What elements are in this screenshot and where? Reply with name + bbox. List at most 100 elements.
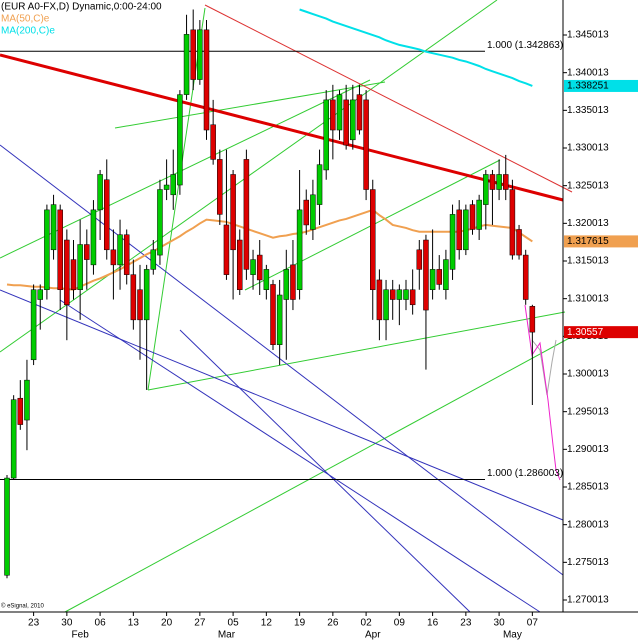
candle-body bbox=[276, 294, 283, 345]
candle-body bbox=[143, 269, 150, 321]
candle-body bbox=[170, 174, 176, 196]
credit: © eSignal, 2010 bbox=[1, 603, 44, 610]
candle-body bbox=[203, 29, 210, 131]
candle-body bbox=[163, 184, 170, 190]
y-tick-label: 1.310013 bbox=[567, 293, 609, 304]
candle-body bbox=[476, 199, 482, 230]
candle-body bbox=[157, 189, 163, 256]
trendline bbox=[0, 289, 564, 521]
candle-body bbox=[303, 199, 309, 226]
y-tick-label: 1.280013 bbox=[567, 519, 609, 530]
y-tick-label: 1.345013 bbox=[567, 30, 609, 41]
ma-line bbox=[6, 208, 533, 291]
candle-body bbox=[396, 289, 403, 300]
candle-body bbox=[323, 99, 329, 171]
candle-body bbox=[483, 174, 489, 205]
candle-body bbox=[456, 209, 462, 251]
candle-body bbox=[250, 259, 256, 275]
trendline bbox=[179, 329, 471, 613]
candle-body bbox=[330, 99, 336, 131]
x-tick-label: 19 bbox=[294, 618, 306, 629]
x-tick-label: 30 bbox=[61, 618, 73, 629]
candle-body bbox=[50, 204, 57, 251]
candle-body bbox=[90, 209, 97, 266]
chart-title: (EUR A0-FX,D) Dynamic,0:00-24:00 bbox=[1, 2, 162, 13]
trendline bbox=[0, 53, 564, 202]
candle-body bbox=[423, 239, 429, 311]
candle-body bbox=[44, 209, 50, 290]
level-label: 1.000 (1.286003) bbox=[487, 468, 563, 479]
candle-body bbox=[370, 189, 376, 290]
candle-body bbox=[10, 399, 17, 479]
price-label-bg bbox=[564, 326, 638, 339]
candle-body bbox=[356, 94, 363, 131]
candle-body bbox=[30, 289, 37, 361]
candle-body bbox=[37, 289, 43, 300]
candle-body bbox=[489, 174, 496, 190]
candle-body bbox=[84, 244, 90, 260]
trendline bbox=[64, 334, 576, 613]
trendline bbox=[147, 311, 566, 391]
y-tick-label: 1.320013 bbox=[567, 218, 609, 229]
candle-body bbox=[210, 124, 216, 160]
y-tick-label: 1.315013 bbox=[567, 256, 609, 267]
candle-body bbox=[522, 254, 529, 300]
candle-body bbox=[310, 194, 316, 230]
candle-body bbox=[409, 289, 416, 306]
y-tick-label: 1.340013 bbox=[567, 67, 609, 78]
candle-body bbox=[57, 209, 63, 290]
candle-body bbox=[509, 189, 516, 256]
candle-body bbox=[117, 234, 123, 266]
candle-body bbox=[77, 244, 83, 290]
candle-body bbox=[197, 29, 203, 80]
price-label: 1.30557 bbox=[567, 327, 604, 338]
candle-body bbox=[376, 279, 383, 321]
candle-body bbox=[230, 174, 236, 251]
level-label: 1.000 (1.342863) bbox=[487, 40, 563, 51]
y-tick-label: 1.300013 bbox=[567, 369, 609, 380]
x-tick-label: 16 bbox=[427, 618, 439, 629]
x-tick-label: 06 bbox=[95, 618, 107, 629]
candle-body bbox=[350, 99, 356, 141]
x-tick-label: 20 bbox=[161, 618, 173, 629]
y-tick-label: 1.290013 bbox=[567, 444, 609, 455]
month-label: May bbox=[503, 630, 522, 640]
candle-body bbox=[496, 174, 502, 190]
month-label: Feb bbox=[72, 630, 90, 640]
ma-line bbox=[299, 8, 533, 87]
candle-body bbox=[123, 234, 130, 275]
candle-body bbox=[429, 269, 436, 290]
candle-body bbox=[283, 269, 290, 300]
candle-body bbox=[137, 289, 143, 321]
x-tick-label: 09 bbox=[394, 618, 406, 629]
price-label: 1.338251 bbox=[567, 81, 609, 92]
candle-body bbox=[104, 179, 110, 251]
candle-body bbox=[383, 289, 389, 321]
candle-body bbox=[343, 99, 349, 146]
candle-body bbox=[243, 159, 250, 270]
candle-body bbox=[436, 269, 442, 285]
candle-body bbox=[469, 204, 476, 230]
candle-body bbox=[270, 284, 276, 345]
candle-body bbox=[177, 94, 183, 186]
candle-body bbox=[336, 94, 343, 131]
month-label: Apr bbox=[365, 630, 381, 640]
x-tick-label: 13 bbox=[128, 618, 140, 629]
legend-entry: MA(50,C)e bbox=[1, 14, 50, 25]
trendline bbox=[204, 4, 573, 193]
candle-body bbox=[97, 174, 103, 211]
candle-body bbox=[190, 29, 196, 80]
candle-body bbox=[296, 209, 303, 290]
plot-area: 1.000 (1.342863) 1.000 (1.286003) bbox=[0, 8, 563, 579]
trendline bbox=[114, 81, 386, 129]
y-tick-label: 1.330013 bbox=[567, 143, 609, 154]
price-label-bg bbox=[564, 235, 638, 248]
x-tick-label: 05 bbox=[228, 618, 240, 629]
candle-body bbox=[529, 306, 536, 333]
candle-body bbox=[263, 269, 270, 290]
candle-body bbox=[403, 289, 409, 300]
candle-body bbox=[443, 259, 449, 290]
y-tick-label: 1.335013 bbox=[567, 105, 609, 116]
candle-body bbox=[449, 214, 456, 270]
